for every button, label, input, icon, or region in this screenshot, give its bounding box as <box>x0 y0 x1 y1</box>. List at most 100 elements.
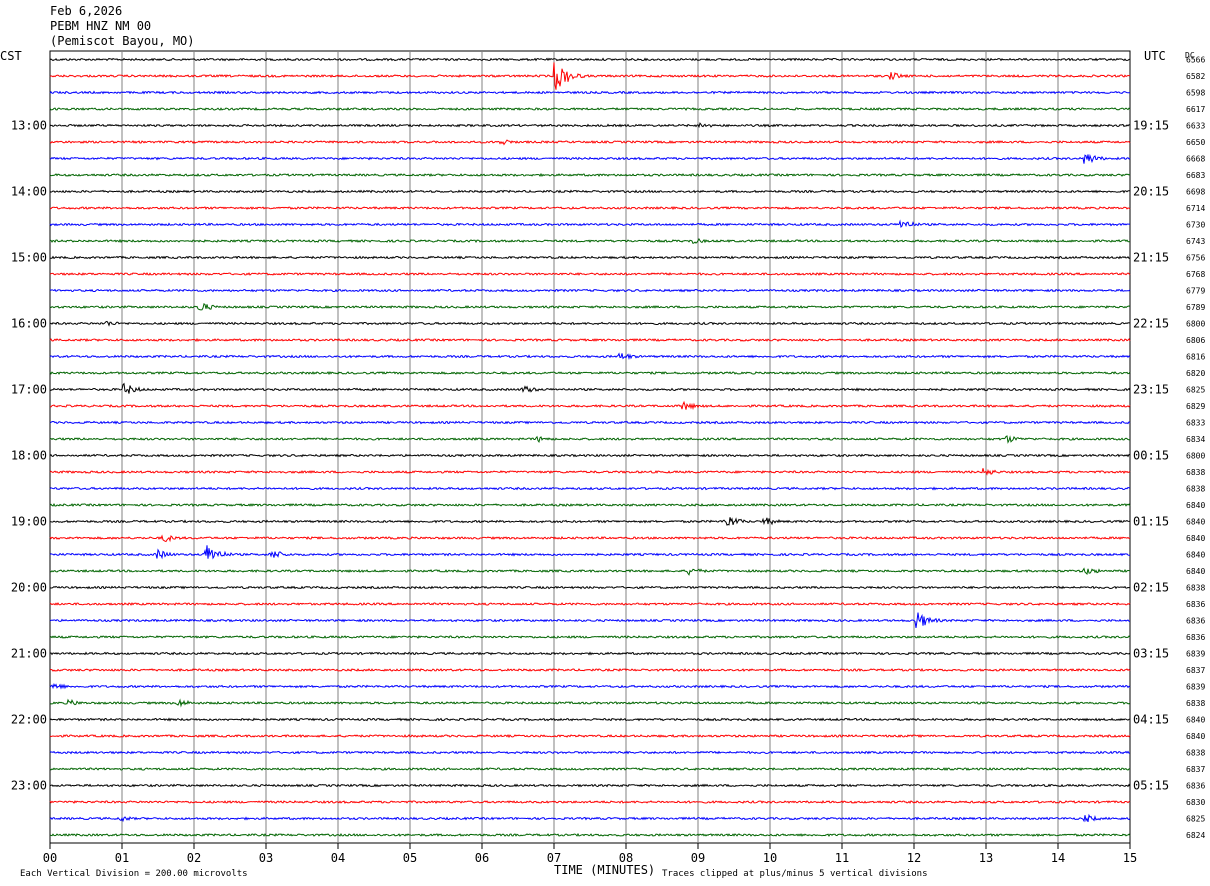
dc-offset-12: 6756 <box>1186 254 1205 263</box>
dc-offset-23: 6834 <box>1186 435 1205 444</box>
y-tick-utc-5: 00:15 <box>1133 449 1169 463</box>
x-tick-label-01: 01 <box>115 851 129 865</box>
x-tick-label-06: 06 <box>475 851 489 865</box>
x-tick-label-15: 15 <box>1123 851 1137 865</box>
dc-offset-27: 6840 <box>1186 501 1205 510</box>
dc-offset-44: 6836 <box>1186 782 1205 791</box>
dc-offset-34: 6836 <box>1186 617 1205 626</box>
trace-12 <box>50 255 1131 260</box>
dc-offset-31: 6840 <box>1186 567 1205 576</box>
dc-offset-14: 6779 <box>1186 287 1205 296</box>
trace-43 <box>49 767 1131 772</box>
dc-offset-33: 6836 <box>1186 600 1205 609</box>
dc-offset-20: 6825 <box>1186 386 1205 395</box>
y-tick-utc-0: 19:15 <box>1133 119 1169 133</box>
y-tick-cst-9: 22:00 <box>11 713 47 727</box>
dc-offset-24: 6800 <box>1186 452 1205 461</box>
trace-46 <box>49 813 1131 823</box>
x-tick-label-03: 03 <box>259 851 273 865</box>
dc-offset-9: 6714 <box>1186 204 1205 213</box>
y-tick-cst-2: 15:00 <box>11 251 47 265</box>
header-station: PEBM HNZ NM 00 <box>50 19 152 33</box>
trace-10 <box>49 219 1131 229</box>
trace-35 <box>49 635 1131 639</box>
trace-20 <box>49 382 1131 394</box>
trace-3 <box>49 107 1131 112</box>
trace-27 <box>49 502 1131 508</box>
y-tick-utc-2: 21:15 <box>1133 251 1169 265</box>
trace-47 <box>49 832 1131 838</box>
dc-offset-35: 6836 <box>1186 633 1205 642</box>
dc-offset-13: 6768 <box>1186 270 1205 279</box>
dc-offset-4: 6633 <box>1186 122 1205 131</box>
dc-offset-22: 6833 <box>1186 419 1205 428</box>
dc-label: DC <box>1185 51 1195 60</box>
trace-0 <box>49 57 1131 62</box>
dc-offset-38: 6839 <box>1186 683 1205 692</box>
trace-39 <box>49 698 1131 708</box>
header-date: Feb 6,2026 <box>50 4 123 18</box>
y-tick-cst-8: 21:00 <box>11 647 47 661</box>
trace-31 <box>49 567 1131 576</box>
trace-32 <box>49 585 1131 590</box>
y-tick-cst-4: 17:00 <box>11 383 47 397</box>
y-tick-utc-7: 02:15 <box>1133 581 1169 595</box>
header-location: (Pemiscot Bayou, MO) <box>50 34 195 48</box>
x-axis-title: TIME (MINUTES) <box>554 863 655 877</box>
dc-offset-26: 6838 <box>1186 485 1205 494</box>
x-tick-label-11: 11 <box>835 851 849 865</box>
y-tick-utc-10: 05:15 <box>1133 779 1169 793</box>
y-tick-cst-3: 16:00 <box>11 317 47 331</box>
trace-21 <box>49 400 1131 411</box>
trace-11 <box>49 238 1131 245</box>
trace-7 <box>49 172 1131 178</box>
dc-offset-29: 6840 <box>1186 534 1205 543</box>
plot-frame <box>49 50 1131 844</box>
trace-17 <box>49 337 1131 343</box>
clip-note: Traces clipped at plus/minus 5 vertical … <box>662 869 928 879</box>
dc-offset-37: 6837 <box>1186 666 1205 675</box>
trace-1 <box>49 62 1131 90</box>
y-tick-utc-6: 01:15 <box>1133 515 1169 529</box>
x-tick-label-08: 08 <box>619 851 633 865</box>
scale-note: Each Vertical Division = 200.00 microvol… <box>20 869 248 879</box>
dc-offset-32: 6838 <box>1186 584 1205 593</box>
x-tick-label-00: 00 <box>43 851 57 865</box>
trace-45 <box>49 799 1131 804</box>
x-tick-label-13: 13 <box>979 851 993 865</box>
right-axis-label: UTC <box>1144 49 1166 63</box>
x-tick-label-07: 07 <box>547 851 561 865</box>
trace-6 <box>49 153 1131 164</box>
y-tick-cst-10: 23:00 <box>11 779 47 793</box>
y-tick-cst-7: 20:00 <box>11 581 47 595</box>
trace-25 <box>49 468 1131 476</box>
x-tick-label-04: 04 <box>331 851 345 865</box>
dc-offset-11: 6743 <box>1186 237 1205 246</box>
y-tick-cst-1: 14:00 <box>11 185 47 199</box>
y-tick-utc-1: 20:15 <box>1133 185 1169 199</box>
trace-4 <box>49 122 1131 129</box>
trace-38 <box>49 682 1131 690</box>
dc-offset-5: 6650 <box>1186 138 1205 147</box>
dc-offset-19: 6820 <box>1186 369 1205 378</box>
dc-offset-6: 6668 <box>1186 155 1205 164</box>
trace-40 <box>49 717 1131 722</box>
trace-18 <box>49 352 1131 360</box>
dc-offset-15: 6789 <box>1186 303 1205 312</box>
y-tick-cst-5: 18:00 <box>11 449 47 463</box>
trace-44 <box>49 783 1131 788</box>
dc-offset-25: 6838 <box>1186 468 1205 477</box>
dc-offset-45: 6830 <box>1186 798 1205 807</box>
trace-37 <box>49 667 1131 672</box>
dc-offset-39: 6838 <box>1186 699 1205 708</box>
trace-41 <box>49 733 1131 739</box>
dc-offset-40: 6840 <box>1186 716 1205 725</box>
trace-15 <box>49 302 1131 311</box>
x-tick-label-12: 12 <box>907 851 921 865</box>
y-tick-cst-0: 13:00 <box>11 119 47 133</box>
dc-offset-42: 6838 <box>1186 749 1205 758</box>
x-tick-label-05: 05 <box>403 851 417 865</box>
trace-42 <box>49 750 1131 755</box>
dc-offset-16: 6800 <box>1186 320 1205 329</box>
